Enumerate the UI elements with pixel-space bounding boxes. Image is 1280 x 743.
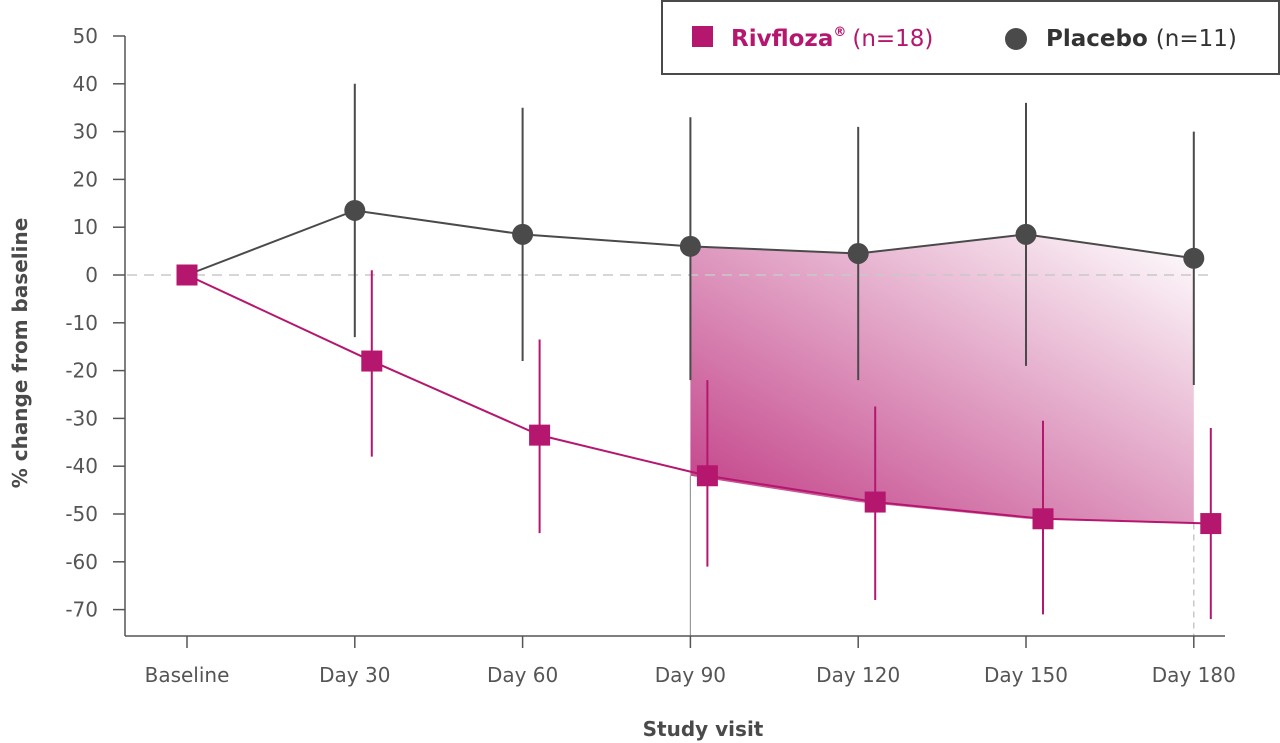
rivfloza-point (696, 465, 718, 487)
x-tick-label: Day 150 (984, 663, 1068, 687)
rivfloza-point (864, 491, 886, 513)
rivfloza-series (176, 264, 1222, 620)
legend-rivfloza-n: (n=18) (852, 26, 933, 52)
rivfloza-point (1200, 513, 1222, 535)
y-tick-label: -60 (65, 550, 98, 574)
x-tick-label: Day 60 (487, 663, 558, 687)
y-tick-label: -20 (65, 359, 98, 383)
placebo-point (1183, 247, 1205, 269)
y-tick-label: 30 (73, 120, 98, 144)
legend-placebo-label: Placebo (n=11) (1046, 26, 1237, 52)
y-tick-label: 0 (85, 263, 98, 287)
y-tick-label: -30 (65, 406, 98, 430)
y-axis-title: % change from baseline (8, 218, 32, 489)
y-tick-label: -10 (65, 311, 98, 335)
legend-placebo-marker (1005, 28, 1027, 50)
rivfloza-point (529, 424, 551, 446)
shaded-region-layer (690, 234, 1194, 524)
y-tick-label: 20 (73, 167, 98, 191)
rivfloza-point (176, 264, 198, 286)
x-tick-label: Day 30 (319, 663, 390, 687)
x-axis-ticks: Baseline Day 30 Day 60 Day 90 Day 120 Day 150… (145, 636, 1236, 687)
day-guide-lines (689, 475, 1195, 636)
y-tick-label: 10 (73, 215, 98, 239)
placebo-point (1015, 223, 1037, 245)
x-tick-label: Baseline (145, 663, 230, 687)
legend-placebo-name: Placebo (1046, 26, 1148, 52)
x-tick-label: Day 120 (816, 663, 900, 687)
y-tick-label: 50 (73, 24, 98, 48)
y-axis-ticks: 50 40 30 20 10 0 -10 -20 -30 -40 -50 -60 -70 (65, 24, 125, 622)
legend-placebo-n: (n=11) (1156, 26, 1237, 52)
legend-box (661, 0, 1280, 75)
placebo-series (176, 83, 1205, 385)
placebo-point (847, 242, 869, 264)
x-axis-title: Study visit (643, 717, 764, 741)
placebo-point (679, 235, 701, 257)
y-tick-label: -40 (65, 454, 98, 478)
placebo-point (344, 199, 366, 221)
legend-rivfloza-marker (692, 26, 713, 47)
y-tick-label: -50 (65, 502, 98, 526)
rivfloza-point (1032, 508, 1054, 530)
y-tick-label: -70 (65, 598, 98, 622)
difference-shaded-area (690, 234, 1194, 524)
legend-rivfloza-name: Rivfloza (731, 26, 833, 52)
x-tick-label: Day 180 (1152, 663, 1236, 687)
placebo-point (512, 223, 534, 245)
rivfloza-point (361, 350, 383, 372)
legend: Rivfloza® (n=18) Placebo (n=11) (661, 0, 1280, 75)
legend-rivfloza-label: Rivfloza® (n=18) (731, 25, 933, 52)
x-tick-label: Day 90 (655, 663, 726, 687)
y-tick-label: 40 (73, 72, 98, 96)
legend-rivfloza-registered: ® (833, 25, 846, 40)
